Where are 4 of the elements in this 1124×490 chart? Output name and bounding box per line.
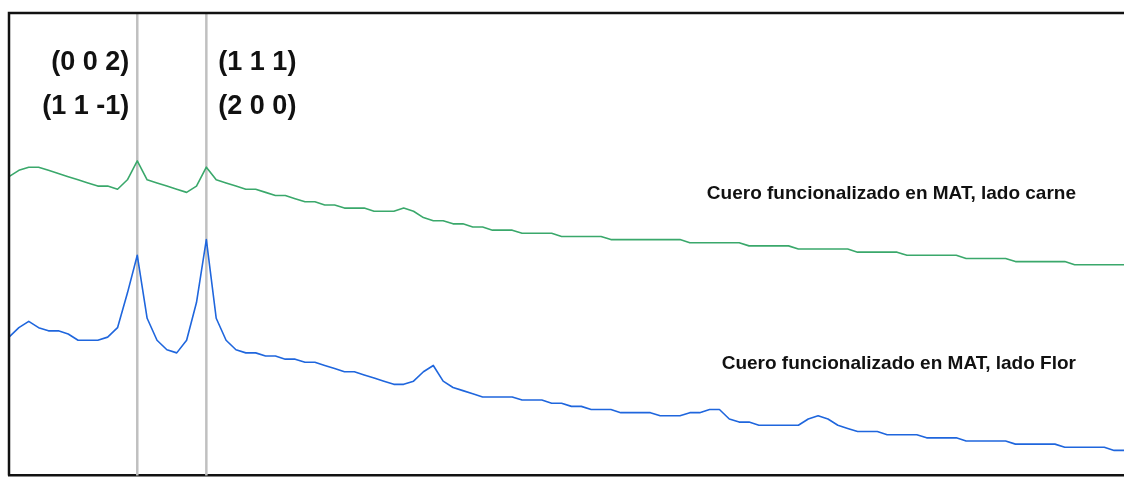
text: (1 1 1) (2 0 0): [218, 46, 297, 121]
text: (0 0 2) (1 1 -1): [42, 46, 130, 121]
text: Cuero funcionalizado en MAT, lado carne: [706, 182, 1076, 204]
series-label: Cuero funcionalizado en MAT, lado Flor: [721, 352, 1077, 374]
